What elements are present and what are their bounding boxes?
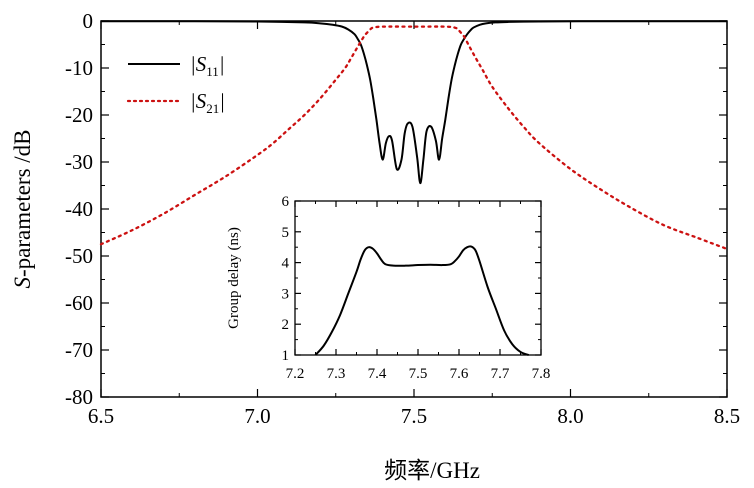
main-x-tick-label: 8.0 — [557, 404, 583, 428]
main-y-tick-label: -70 — [65, 338, 93, 362]
inset-x-tick-label: 7.7 — [491, 366, 510, 382]
inset-y-axis-title: Group delay (ns) — [226, 227, 242, 329]
inset-y-tick-label: 2 — [282, 317, 290, 333]
main-y-tick-label: -10 — [65, 56, 93, 80]
inset-series-line-0 — [314, 245, 530, 356]
main-y-tick-label: -80 — [65, 385, 93, 409]
main-y-tick-label: -60 — [65, 291, 93, 315]
inset-x-tick-label: 7.3 — [327, 366, 346, 382]
main-y-tick-label: -50 — [65, 244, 93, 268]
inset-y-tick-label: 5 — [282, 225, 290, 241]
legend-label-s21: |S21| — [190, 89, 225, 116]
inset-x-tick-label: 7.6 — [450, 366, 469, 382]
inset-y-tick-label: 6 — [282, 194, 290, 210]
legend-label-s11: |S11| — [190, 52, 225, 79]
main-y-tick-label: -30 — [65, 150, 93, 174]
inset-x-tick-label: 7.4 — [368, 366, 387, 382]
inset-y-tick-label: 1 — [282, 348, 290, 364]
inset-x-tick-label: 7.5 — [409, 366, 428, 382]
main-x-tick-label: 7.5 — [401, 404, 427, 428]
main-y-tick-label: 0 — [83, 9, 94, 33]
inset-x-tick-label: 7.8 — [532, 366, 551, 382]
inset-y-tick-label: 3 — [282, 286, 290, 302]
main-series-group — [99, 20, 729, 251]
main-x-tick-label: 7.0 — [244, 404, 270, 428]
inset-x-tick-label: 7.2 — [286, 366, 305, 382]
legend: |S11| |S21| — [126, 52, 225, 116]
inset-background — [295, 201, 541, 355]
y-axis-title: S-parameters /dB — [10, 129, 35, 288]
main-y-tick-label: -20 — [65, 103, 93, 127]
y-axis-title-italic: S — [10, 277, 35, 289]
main-ticks: 6.5 7.0 7.5 8.0 8.5 0 -10 -20 -30 -40 -50 -60 -70 -80 — [65, 9, 740, 428]
main-y-tick-label: -40 — [65, 197, 93, 221]
main-series-line-0 — [100, 20, 728, 185]
main-x-tick-label: 8.5 — [714, 404, 740, 428]
inset-ticks: 7.2 7.3 7.4 7.5 7.6 7.7 7.8 1 2 3 4 5 6 — [282, 194, 551, 382]
main-series-line-1 — [99, 25, 729, 251]
x-axis-title: 频率/GHz — [384, 458, 480, 483]
main-x-tick-label: 6.5 — [88, 404, 114, 428]
y-axis-title-rest: -parameters /dB — [10, 129, 35, 277]
inset-y-tick-label: 4 — [282, 256, 290, 272]
inset-series-group — [314, 245, 530, 356]
